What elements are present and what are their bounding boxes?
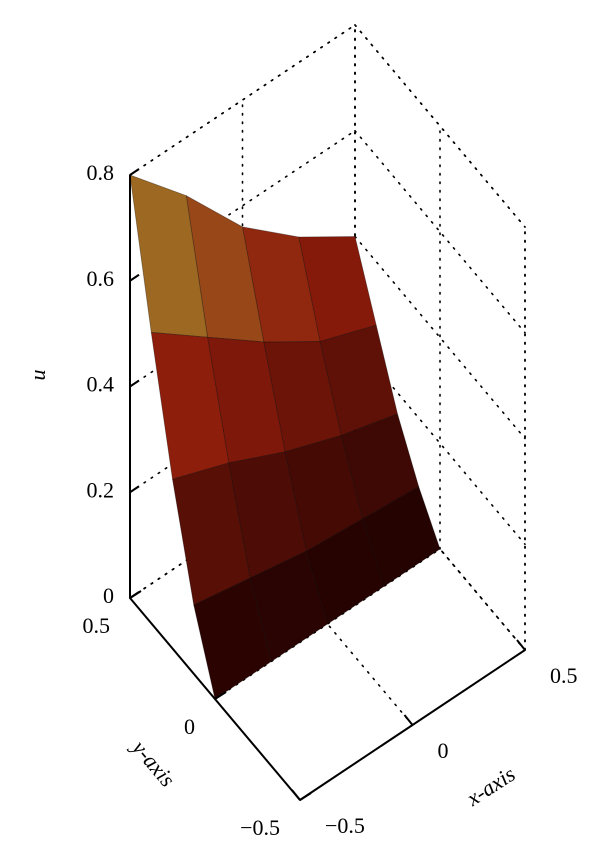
x-tick-label: 0.5 <box>550 663 578 688</box>
surface-patch <box>305 518 385 625</box>
grid-line <box>241 522 414 726</box>
grid-line <box>354 129 526 334</box>
x-tick <box>403 714 414 726</box>
x-tick-label: 0 <box>438 738 449 763</box>
y-tick <box>129 590 142 599</box>
surface-patch <box>129 174 208 338</box>
x-axis-label: x-axis <box>461 761 520 811</box>
y-tick-label: −0.5 <box>240 815 280 840</box>
surface-patch <box>249 550 328 663</box>
grid-line <box>354 235 526 440</box>
z-tick-label: 0 <box>103 583 114 608</box>
x-tick-label: −0.5 <box>325 813 365 838</box>
surface-patch <box>298 236 377 343</box>
z-tick-label: 0.6 <box>87 266 115 291</box>
z-tick <box>129 485 140 494</box>
surface-patch <box>362 486 441 588</box>
y-tick <box>214 691 227 700</box>
x-tick <box>291 789 301 801</box>
z-tick-label: 0.8 <box>87 160 115 185</box>
z-tick <box>129 379 140 388</box>
y-tick-label: 0.5 <box>83 613 111 638</box>
surface-patch <box>193 577 272 700</box>
grid-line <box>354 24 526 228</box>
z-tick-label: 0.4 <box>87 372 115 397</box>
y-tick-label: 0 <box>184 714 195 739</box>
grid-line <box>129 24 356 176</box>
y-axis-label: y-axis <box>126 734 180 792</box>
z-tick <box>129 168 140 176</box>
surface-patch <box>172 462 251 606</box>
z-axis-label: u <box>25 370 50 381</box>
x-tick <box>516 639 526 651</box>
grid-line <box>129 129 356 282</box>
surface-patch <box>319 324 398 437</box>
surface-patch <box>150 331 230 480</box>
z-tick-label: 0.2 <box>87 477 115 502</box>
grid-line <box>354 447 526 651</box>
z-tick <box>129 273 140 282</box>
y-tick <box>299 792 312 801</box>
